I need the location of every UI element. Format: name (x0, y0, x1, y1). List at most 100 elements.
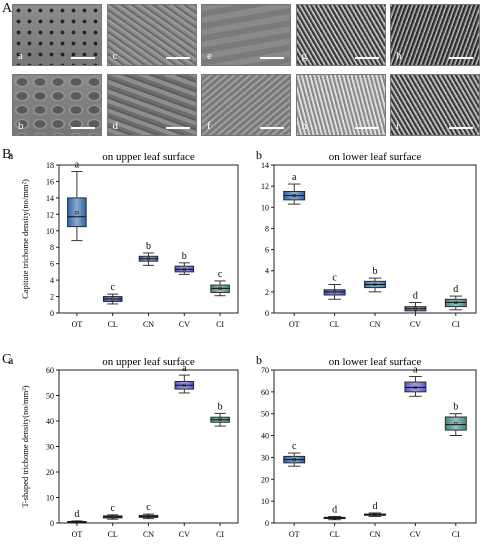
chart-title: on upper leaf surface (102, 151, 195, 163)
significance-letter: c (332, 272, 337, 283)
x-tick-label: CV (179, 320, 190, 329)
box-mean-marker (146, 257, 151, 261)
x-tick-label: OT (289, 530, 300, 539)
y-tick-label: 20 (261, 475, 269, 484)
sem-micrograph: d (106, 74, 197, 136)
box-iqr (323, 289, 346, 296)
significance-letter: b (218, 401, 223, 412)
sem-micrograph-label: f (207, 120, 211, 132)
y-tick-label: 60 (261, 388, 269, 397)
x-tick-label: CI (452, 530, 460, 539)
panel-letter-c: C (2, 352, 12, 367)
sem-micrograph-label: d (112, 120, 119, 132)
box-mean-marker (413, 385, 418, 390)
y-tick-label: 4 (265, 267, 269, 276)
chart-title: on lower leaf surface (329, 356, 422, 368)
sem-micrograph-label: a (18, 50, 23, 62)
y-tick-label: 20 (46, 468, 54, 477)
box-mean-marker (218, 417, 222, 422)
box-iqr (444, 298, 467, 308)
scale-bar (71, 57, 95, 59)
box-mean-marker (333, 290, 337, 294)
sem-micrograph-label: c (112, 50, 118, 62)
chart-title: on upper leaf surface (102, 356, 195, 368)
sem-micrograph-label: i (396, 120, 400, 132)
sem-micrograph-label: h (396, 50, 402, 62)
chart-capitate-lower: b on lower leaf surface 0 2 4 6 8 10 12 14 OT a CL c C… (256, 148, 477, 329)
scale-bar (165, 127, 190, 129)
y-tick-label: 70 (261, 366, 269, 375)
significance-letter: d (413, 290, 418, 301)
significance-letter: d (332, 504, 337, 515)
box-mean-marker (182, 383, 186, 387)
plot-frame (58, 369, 239, 524)
box-mean-marker (454, 421, 458, 426)
y-tick-label: 10 (46, 494, 54, 503)
significance-letter: d (453, 284, 458, 295)
box-iqr (404, 381, 427, 393)
y-tick-label: 0 (265, 309, 269, 318)
significance-letter: c (110, 503, 115, 514)
box-mean-marker (218, 286, 222, 290)
box-mean-marker (111, 297, 115, 301)
sem-micrograph: h (295, 74, 386, 136)
x-tick-label: CN (143, 320, 154, 329)
significance-letter: a (182, 363, 187, 374)
chart-panel-letter: a (8, 148, 14, 162)
significance-letter: b (182, 251, 187, 262)
significance-letter: c (110, 282, 115, 293)
sem-micrograph: h (390, 4, 480, 66)
sem-micrograph: a (12, 4, 102, 66)
chart-tshaped-upper: a on upper leaf surface0102030405060T-sha… (8, 353, 239, 539)
y-axis-label: Capitate trichome density(no/mm²) (20, 179, 30, 299)
y-tick-label: 6 (265, 246, 269, 255)
box-mean-marker (373, 282, 377, 287)
sem-micrograph: f (201, 74, 291, 136)
chart-panel-letter: b (256, 353, 262, 367)
scale-bar (260, 127, 284, 129)
box-mean-marker (373, 513, 377, 517)
box-mean-marker (292, 194, 296, 198)
panel-letter-a: A (2, 1, 13, 16)
x-tick-label: CL (329, 320, 339, 329)
x-tick-label: OT (289, 320, 300, 329)
box-mean-marker (333, 516, 337, 520)
y-tick-label: 8 (50, 243, 54, 252)
sem-micrograph-label: h (301, 120, 308, 132)
x-tick-label: CN (369, 530, 380, 539)
chart-capitate-upper: a on upper leaf surface 0 2 4 6 8 10 12 14 16 18 Cap… (8, 148, 239, 329)
significance-letter: b (453, 402, 458, 413)
significance-letter: a (75, 160, 80, 171)
x-tick-label: CV (179, 530, 190, 539)
y-tick-label: 30 (261, 453, 269, 462)
x-tick-label: CV (410, 530, 421, 539)
box-mean-marker (75, 520, 79, 524)
y-tick-label: 2 (50, 293, 54, 302)
significance-letter: c (292, 441, 297, 452)
scale-bar (260, 57, 284, 59)
scale-bar (449, 127, 473, 129)
y-tick-label: 0 (265, 519, 269, 528)
box-mean-marker (413, 307, 418, 311)
significance-letter: d (74, 509, 79, 520)
y-tick-label: 12 (261, 182, 269, 191)
significance-letter: b (373, 266, 378, 277)
x-tick-label: OT (72, 530, 83, 539)
box-mean-marker (182, 267, 186, 272)
y-tick-label: 30 (46, 443, 54, 452)
y-tick-label: 60 (46, 366, 54, 375)
y-tick-label: 12 (46, 210, 54, 219)
scale-bar (354, 127, 379, 129)
box-mean-marker (75, 211, 79, 215)
box-iqr (444, 416, 467, 431)
y-tick-label: 8 (265, 224, 269, 233)
y-tick-label: 50 (46, 392, 54, 401)
significance-letter: a (413, 365, 418, 376)
x-tick-label: CL (329, 530, 339, 539)
sem-micrograph: i (390, 74, 480, 136)
significance-letter: b (146, 241, 151, 252)
chart-tshaped-lower: b on lower leaf surface 0 10 20 30 40 50 60 70 OT c… (256, 353, 477, 539)
box-mean-marker (146, 514, 151, 518)
y-tick-label: 18 (46, 161, 54, 170)
significance-letter: c (218, 269, 223, 280)
